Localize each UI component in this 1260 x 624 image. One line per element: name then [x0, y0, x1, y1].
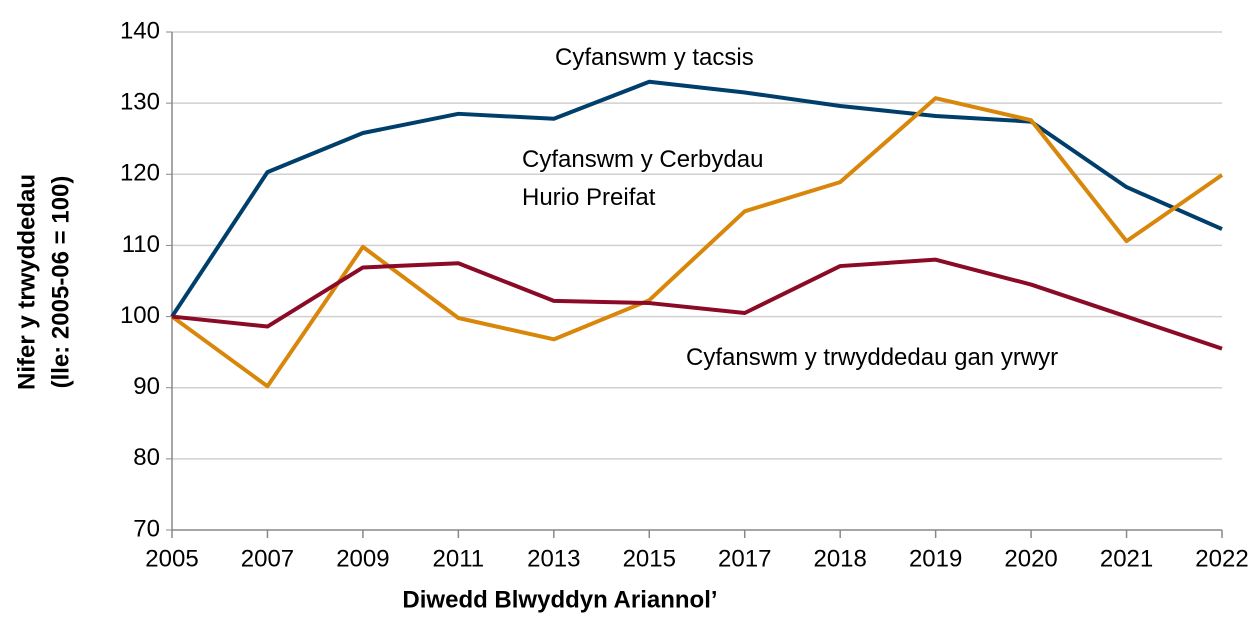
x-tick-label: 2021 [1100, 545, 1153, 572]
x-tick-label: 2019 [909, 545, 962, 572]
series-label: Cyfanswm y tacsis [555, 44, 754, 71]
y-tick-label: 100 [120, 302, 160, 329]
series-line [171, 257, 1223, 351]
y-tick-label: 70 [133, 515, 160, 542]
series-line [170, 79, 1223, 318]
x-tick-label: 2009 [336, 545, 389, 572]
series-label: Cyfanswm y Cerbydau Hurio Preifat [522, 146, 764, 211]
series-label: Cyfanswm y trwyddedau gan yrwyr [686, 344, 1059, 371]
y-axis-label: Nifer y trwyddedau (lle: 2005-06 = 100) [13, 174, 74, 390]
x-tick-label: 2005 [145, 545, 198, 572]
x-axis-label: Diwedd Blwyddyn Ariannol’ [402, 586, 717, 613]
y-tick-label: 130 [120, 88, 160, 115]
x-tick-label: 2011 [433, 545, 485, 572]
x-tick-label: 2017 [718, 545, 771, 572]
y-axis-label-line: Nifer y trwyddedau [13, 174, 40, 390]
y-axis-label-line: (lle: 2005-06 = 100) [47, 176, 74, 389]
x-tick-label: 2013 [527, 545, 580, 572]
x-tick-label: 2022 [1195, 545, 1248, 572]
y-tick-label: 120 [120, 160, 160, 187]
y-tick-label: 80 [133, 444, 160, 471]
y-tick-label: 110 [122, 231, 160, 258]
series-line [170, 96, 1224, 389]
x-tick-label: 2015 [623, 545, 676, 572]
y-tick-label: 140 [120, 17, 160, 44]
y-tick-label: 90 [133, 373, 160, 400]
x-tick-label: 2018 [813, 545, 866, 572]
x-tick-label: 2007 [241, 545, 294, 572]
x-tick-label: 2020 [1004, 545, 1057, 572]
